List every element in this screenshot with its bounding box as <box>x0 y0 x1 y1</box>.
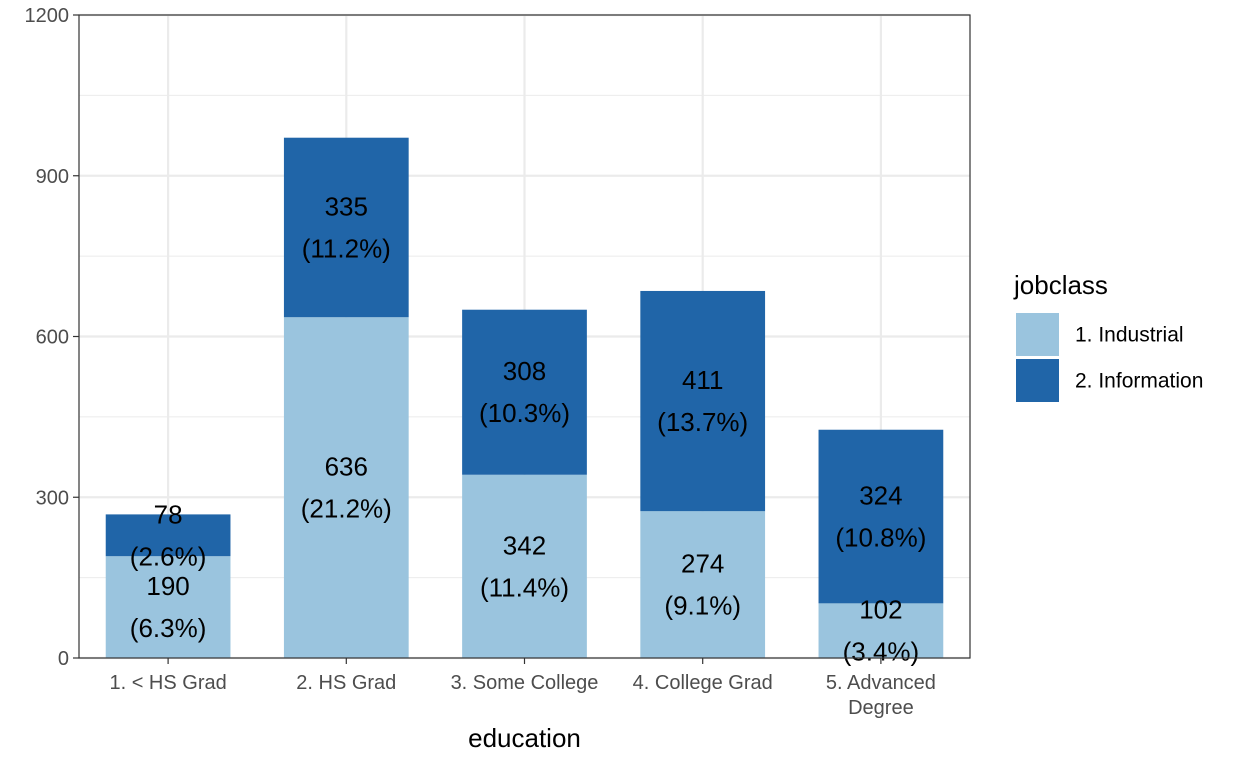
y-tick-label: 300 <box>36 487 69 509</box>
legend-label: 2. Information <box>1075 370 1203 393</box>
x-tick-label: 2. HS Grad <box>296 672 396 694</box>
bar-percent-label: (21.2%) <box>301 494 392 524</box>
y-tick-label: 1200 <box>25 5 70 27</box>
bar-percent-label: (6.3%) <box>130 613 207 643</box>
bar-value-label: 411 <box>682 365 723 395</box>
bar-value-label: 324 <box>859 481 902 511</box>
bar-segment <box>640 290 766 512</box>
legend-label: 1. Industrial <box>1075 324 1184 347</box>
legend-key <box>1016 359 1059 402</box>
x-tick-label: 3. Some College <box>451 672 599 694</box>
bar-value-label: 190 <box>146 571 189 601</box>
bar-segment <box>462 474 587 658</box>
x-axis-title: education <box>468 723 581 753</box>
bar-percent-label: (2.6%) <box>130 541 207 571</box>
bar-value-label: 78 <box>154 499 183 529</box>
bar-percent-label: (11.2%) <box>302 233 391 263</box>
legend-key <box>1016 313 1059 356</box>
y-tick-label: 600 <box>36 327 69 349</box>
bar-segment <box>640 511 766 658</box>
bar-segment <box>818 603 944 658</box>
legend-title: jobclass <box>1013 270 1108 300</box>
x-tick-label: 4. College Grad <box>633 672 773 694</box>
bar-segment <box>818 429 944 604</box>
bar-value-label: 102 <box>859 595 902 625</box>
y-tick-label: 900 <box>36 166 69 188</box>
axes: 0 300 600 900 1200 1. < HS Grad 2. HS Grad 3. S… <box>25 5 936 719</box>
bar-segment <box>283 317 409 658</box>
bar-percent-label: (10.8%) <box>835 523 926 553</box>
y-tick-label: 0 <box>58 648 69 670</box>
bar-percent-label: (11.4%) <box>480 572 569 602</box>
legend: jobclass 1. Industrial 2. Information <box>1013 270 1203 402</box>
bar-value-label: 342 <box>503 530 546 560</box>
x-tick-label: 1. < HS Grad <box>109 672 226 694</box>
bar-value-label: 308 <box>503 356 546 386</box>
bar-segment <box>105 514 231 557</box>
bar-value-label: 636 <box>325 452 368 482</box>
bar-percent-label: (9.1%) <box>664 591 741 621</box>
bar-value-label: 274 <box>681 549 724 579</box>
bar-percent-label: (10.3%) <box>479 398 570 428</box>
bar-segment <box>283 137 409 318</box>
bar-segment <box>462 309 587 475</box>
bar-value-label: 335 <box>325 191 368 221</box>
bar-labels: 190 (6.3%) 78 (2.6%) 636 (21.2%) 335 (11.2%) 342… <box>130 191 927 666</box>
bars <box>105 137 944 658</box>
bar-percent-label: (13.7%) <box>657 407 748 437</box>
bar-segment <box>105 556 231 658</box>
x-tick-label: 5. Advanced Degree <box>826 672 936 719</box>
